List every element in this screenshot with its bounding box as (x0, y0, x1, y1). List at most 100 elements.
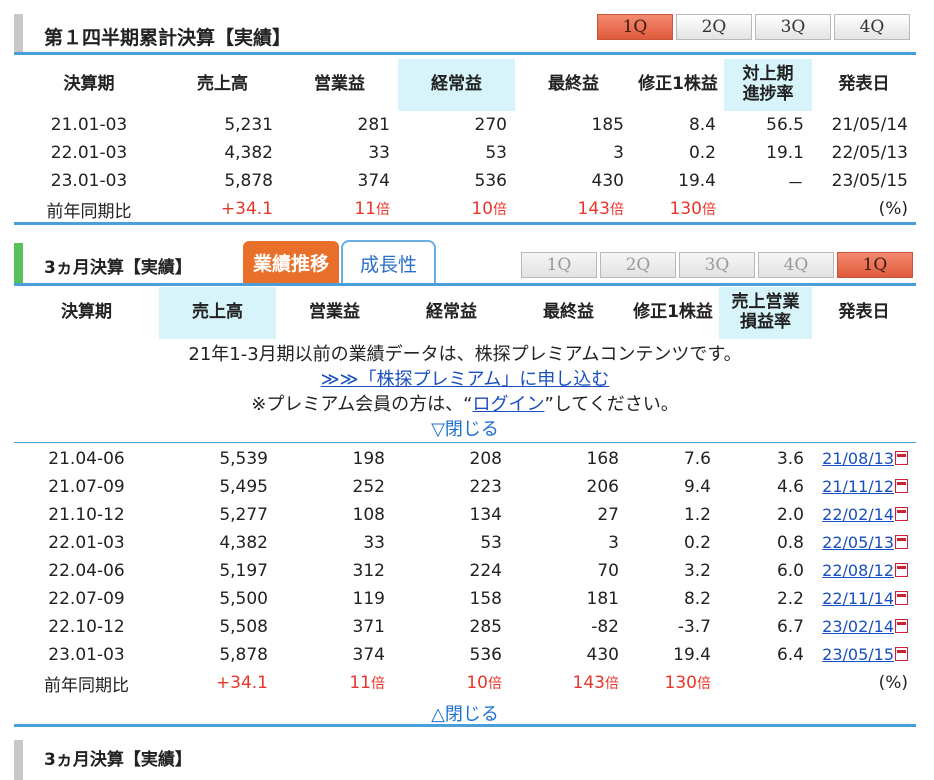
announcement-date-link[interactable]: 22/11/14 (822, 589, 894, 608)
pdf-icon[interactable] (895, 507, 908, 521)
yoy-ord: 10倍 (393, 669, 510, 697)
value-cell: 5,539 (219, 449, 268, 469)
announcement-date-link[interactable]: 22/02/14 (822, 505, 894, 524)
value-cell: 0.2 (683, 533, 711, 553)
section1-col-header: 修正1株益 (638, 74, 718, 95)
section1-q-button-1[interactable]: 1Q (597, 14, 673, 40)
close-toggle-top[interactable]: ▽閉じる (431, 419, 499, 440)
table-row: 21.07-09 5,495 252 223 206 9.4 4.6 21/11/12 (14, 473, 916, 501)
pdf-icon[interactable] (895, 563, 908, 577)
value-cell: -82 (591, 617, 619, 637)
announcement-date-link[interactable]: 23/05/15 (822, 645, 894, 664)
close-toggle-bottom[interactable]: △閉じる (431, 704, 499, 725)
yoy-unit: 倍 (376, 202, 390, 218)
yoy-empty (719, 669, 812, 697)
value-cell: 33 (368, 143, 390, 163)
pdf-icon[interactable] (895, 535, 908, 549)
yoy-eps-value: 130 (669, 199, 702, 219)
section2-col-header: 売上高 (159, 287, 276, 339)
value-cell: 5,878 (224, 171, 273, 191)
date-cell: 23/02/14 (812, 613, 916, 641)
value-cell: 0.8 (776, 533, 804, 553)
yoy-unit: 倍 (610, 202, 624, 218)
announcement-date-link[interactable]: 21/11/12 (822, 477, 894, 496)
value-cell: 33 (363, 533, 385, 553)
section2-q-button-3[interactable]: 3Q (679, 252, 755, 278)
section1-header: 第１四半期累計決算【実績】 (14, 14, 916, 52)
table-row: 23.01-03 5,878 374 536 430 19.4 6.4 23/05/15 (14, 641, 916, 669)
value-cell: 536 (474, 171, 507, 191)
section1-q-button-2[interactable]: 2Q (676, 14, 752, 40)
value-cell: -3.7 (677, 617, 711, 637)
value-cell: 430 (591, 171, 624, 191)
value-cell: 3.2 (683, 561, 711, 581)
announcement-date-link[interactable]: 22/05/13 (822, 533, 894, 552)
yoy-ord: 10倍 (398, 195, 515, 223)
section1-col-header: 最終益 (548, 74, 599, 95)
value-cell: 134 (469, 505, 502, 525)
table-row: 21.04-06 5,539 198 208 168 7.6 3.6 21/08/13 (14, 445, 916, 473)
value-cell: 312 (352, 561, 385, 581)
yoy-net: 143倍 (510, 669, 627, 697)
yoy-unit: 倍 (493, 202, 507, 218)
login-notice-post: ”してください。 (544, 394, 679, 415)
value-cell: 285 (469, 617, 502, 637)
yoy-unit: 倍 (488, 676, 502, 692)
yoy-sales: +34.1 (215, 673, 268, 693)
yoy-op-value: 11 (349, 673, 371, 693)
value-cell: 6.7 (776, 617, 804, 637)
section1-col-header: 決算期 (63, 74, 115, 95)
value-cell: 3 (608, 533, 619, 553)
announcement-date-link[interactable]: 21/08/13 (822, 449, 894, 468)
yoy-empty (724, 195, 812, 223)
value-cell: 6.4 (776, 645, 804, 665)
section2-bottom-rule (14, 724, 916, 727)
table-row: 22.04-06 5,197 312 224 70 3.2 6.0 22/08/12 (14, 557, 916, 585)
section2-accent-bar (14, 243, 23, 283)
pdf-icon[interactable] (895, 619, 908, 633)
section1-col-header: 営業益 (314, 74, 365, 95)
yoy-sales: +34.1 (220, 199, 273, 219)
login-link[interactable]: ログイン (472, 394, 545, 415)
section2-header-table: 決算期 売上高 営業益 経常益 最終益 修正1株益 売上営業 損益率 発表日 (14, 287, 916, 339)
section1-q-button-4[interactable]: 4Q (834, 14, 910, 40)
yoy-net-value: 143 (577, 199, 610, 219)
announcement-date-link[interactable]: 23/02/14 (822, 617, 894, 636)
section1-q-button-3[interactable]: 3Q (755, 14, 831, 40)
announcement-date-link[interactable]: 22/08/12 (822, 561, 894, 580)
pdf-icon[interactable] (895, 479, 908, 493)
value-cell: 374 (352, 645, 385, 665)
pdf-icon[interactable] (895, 647, 908, 661)
value-cell: 4,382 (224, 143, 273, 163)
pdf-icon[interactable] (895, 451, 908, 465)
value-cell: 21/05/14 (831, 115, 908, 135)
yoy-row: 前年同期比 +34.1 11倍 10倍 143倍 130倍 (%) (14, 195, 916, 223)
table-row: 22.10-12 5,508 371 285 -82 -3.7 6.7 23/02/14 (14, 613, 916, 641)
tab-performance-trend[interactable]: 業績推移 (243, 241, 339, 283)
section1-col-header: 対上期 進捗率 (724, 59, 812, 111)
value-cell: 108 (352, 505, 385, 525)
pdf-icon[interactable] (895, 591, 908, 605)
section2-header-row: 決算期 売上高 営業益 経常益 最終益 修正1株益 売上営業 損益率 発表日 (14, 287, 916, 339)
section1-quarter-buttons: 1Q 2Q 3Q 4Q (597, 14, 910, 40)
date-cell: 22/08/12 (812, 557, 916, 585)
tab-growth[interactable]: 成長性 (341, 240, 436, 284)
period-cell: 21.07-09 (48, 477, 125, 497)
value-cell: 5,508 (219, 617, 268, 637)
premium-notice-text: 21年1-3月期以前の業績データは、株探プレミアムコンテンツです。 (188, 344, 742, 365)
premium-signup-link[interactable]: ≫≫「株探プレミアム」に申し込む (320, 369, 610, 390)
value-cell: 252 (352, 477, 385, 497)
section2-title: 3ヵ月決算【実績】 (44, 258, 192, 278)
section2-q-button-1[interactable]: 1Q (521, 252, 597, 278)
section2-q-button-2[interactable]: 2Q (600, 252, 676, 278)
yoy-op: 11倍 (281, 195, 398, 223)
section1-table: 決算期 売上高 営業益 経常益 最終益 修正1株益 対上期 進捗率 発表日 21.01-03 5… (14, 59, 916, 223)
yoy-eps-value: 130 (664, 673, 697, 693)
section2-q-button-4[interactable]: 4Q (758, 252, 834, 278)
value-cell: 19.4 (678, 171, 716, 191)
yoy-unit: 倍 (605, 676, 619, 692)
period-cell: 21.10-12 (48, 505, 125, 525)
section2-q-button-5[interactable]: 1Q (837, 252, 913, 278)
yoy-label: 前年同期比 (44, 675, 129, 696)
period-cell: 23.01-03 (50, 171, 128, 191)
